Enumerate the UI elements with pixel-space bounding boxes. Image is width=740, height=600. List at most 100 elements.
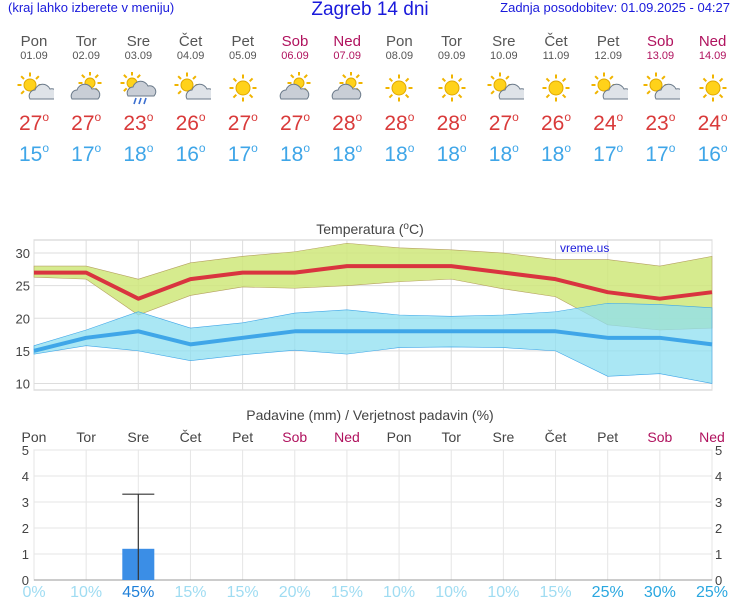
max-temp-value: 26 (175, 112, 199, 135)
degree-symbol: o (720, 110, 728, 124)
temperature-y-tick: 15 (16, 344, 30, 359)
precipitation-y-tick-left: 2 (22, 521, 29, 536)
min-temperature: 16o (165, 141, 217, 167)
max-temperature: 24o (582, 110, 634, 136)
degree-symbol: o (146, 110, 154, 124)
degree-symbol: o (42, 141, 50, 155)
max-temp-value: 28 (332, 112, 356, 135)
degree-symbol: o (564, 141, 572, 155)
precipitation-probability: 10% (435, 584, 467, 600)
max-temperature: 27o (217, 110, 269, 136)
day-name: Ned (333, 33, 361, 50)
min-temperature: 17o (582, 141, 634, 167)
day-name: Sre (126, 33, 151, 50)
max-temperature: 27o (269, 110, 321, 136)
max-temp-value: 23 (645, 112, 669, 135)
day-name: Čet (178, 33, 203, 50)
min-temp-value: 18 (436, 143, 460, 166)
day-header: Ned 07.09 (321, 33, 373, 63)
day-date: 07.09 (333, 50, 361, 62)
precipitation-chart-title: Padavine (mm) / Verjetnost padavin (%) (246, 407, 493, 423)
min-temperature: 18o (426, 141, 478, 167)
menu-hint[interactable]: (kraj lahko izberete v meniju) (8, 0, 175, 15)
day-date: 14.09 (698, 50, 727, 62)
precipitation-day-label: Pet (597, 429, 618, 445)
min-temp-value: 18 (540, 143, 565, 166)
precipitation-y-tick-left: 0 (22, 573, 29, 588)
precipitation-y-tick-right: 1 (715, 547, 722, 562)
degree-symbol: o (146, 141, 154, 155)
last-update: Zadnja posodobitev: 01.09.2025 - 04:27 (500, 0, 730, 15)
max-temperature: 26o (530, 110, 582, 136)
precipitation-probability: 25% (592, 584, 624, 600)
precipitation-probability: 20% (279, 584, 311, 600)
degree-symbol: o (512, 110, 519, 124)
day-date: 09.09 (437, 50, 466, 62)
max-temp-value: 26 (540, 112, 565, 135)
sun-icon (693, 72, 733, 106)
sun-cloud-rain-icon (118, 71, 158, 106)
max-temperature: 27o (8, 110, 60, 136)
degree-symbol: o (355, 141, 363, 155)
degree-symbol: o (251, 110, 258, 124)
degree-symbol: o (459, 110, 467, 124)
precipitation-day-label: Tor (442, 429, 462, 445)
min-temperature-line (33, 329, 713, 353)
day-date: 06.09 (281, 50, 309, 62)
precipitation-y-tick-left: 5 (22, 443, 29, 458)
precipitation-y-tick-right: 2 (715, 521, 722, 536)
min-temperature-range-band (33, 302, 713, 384)
day-date: 12.09 (594, 50, 622, 62)
degree-symbol: o (355, 110, 363, 124)
day-name: Čet (544, 33, 568, 50)
sun-icon (379, 72, 419, 106)
temperature-y-tick: 30 (16, 246, 30, 261)
day-name: Tor (75, 33, 97, 50)
max-temp-value: 28 (384, 112, 408, 135)
sun-icon (223, 72, 263, 106)
min-temp-value: 17 (645, 143, 669, 166)
max-temperature: 28o (373, 110, 425, 136)
max-temp-value: 27 (488, 112, 513, 135)
cloud-sun-icon (66, 71, 106, 106)
precipitation-y-tick-left: 1 (22, 547, 29, 562)
max-temp-value: 24 (697, 112, 721, 135)
sun-icon (432, 72, 472, 106)
min-temperature: 18o (269, 141, 321, 167)
degree-symbol: o (616, 141, 624, 155)
day-header: Čet 11.09 (530, 33, 582, 63)
precipitation-y-tick-right: 0 (715, 573, 722, 588)
temperature-chart-title: Temperatura (oC) (316, 221, 424, 237)
min-temp-value: 16 (175, 143, 199, 166)
min-temperature: 18o (530, 141, 582, 167)
sun-cloud-icon (14, 72, 59, 106)
max-temperature: 27o (478, 110, 530, 136)
degree-symbol: o (720, 141, 728, 155)
precipitation-probability: 25% (696, 584, 728, 600)
min-temperature: 15o (8, 141, 60, 167)
precipitation-day-label: Ned (334, 429, 360, 445)
temperature-y-tick: 25 (16, 279, 30, 294)
max-temp-value: 27 (279, 112, 304, 135)
max-temperature: 26o (165, 110, 217, 136)
precipitation-day-label: Sre (127, 429, 149, 445)
degree-symbol: o (303, 141, 311, 155)
precipitation-probability: 10% (70, 584, 102, 600)
day-date: 10.09 (490, 50, 518, 62)
precipitation-probability: 45% (122, 584, 154, 600)
day-name: Pon (20, 33, 48, 50)
day-name: Tor (441, 33, 463, 50)
day-header: Ned 14.09 (687, 33, 739, 63)
min-temp-value: 17 (227, 143, 252, 166)
precipitation-y-tick-right: 4 (715, 469, 722, 484)
max-temperature: 28o (426, 110, 478, 136)
max-temp-value: 27 (71, 112, 95, 135)
day-name: Sob (281, 33, 309, 50)
sun-icon (536, 72, 576, 106)
day-header: Sob 06.09 (269, 33, 321, 63)
min-temp-value: 18 (332, 143, 356, 166)
min-temperature: 17o (60, 141, 112, 167)
max-temperature: 23o (634, 110, 686, 136)
degree-symbol: o (407, 110, 415, 124)
watermark: vreme.us (560, 241, 609, 255)
